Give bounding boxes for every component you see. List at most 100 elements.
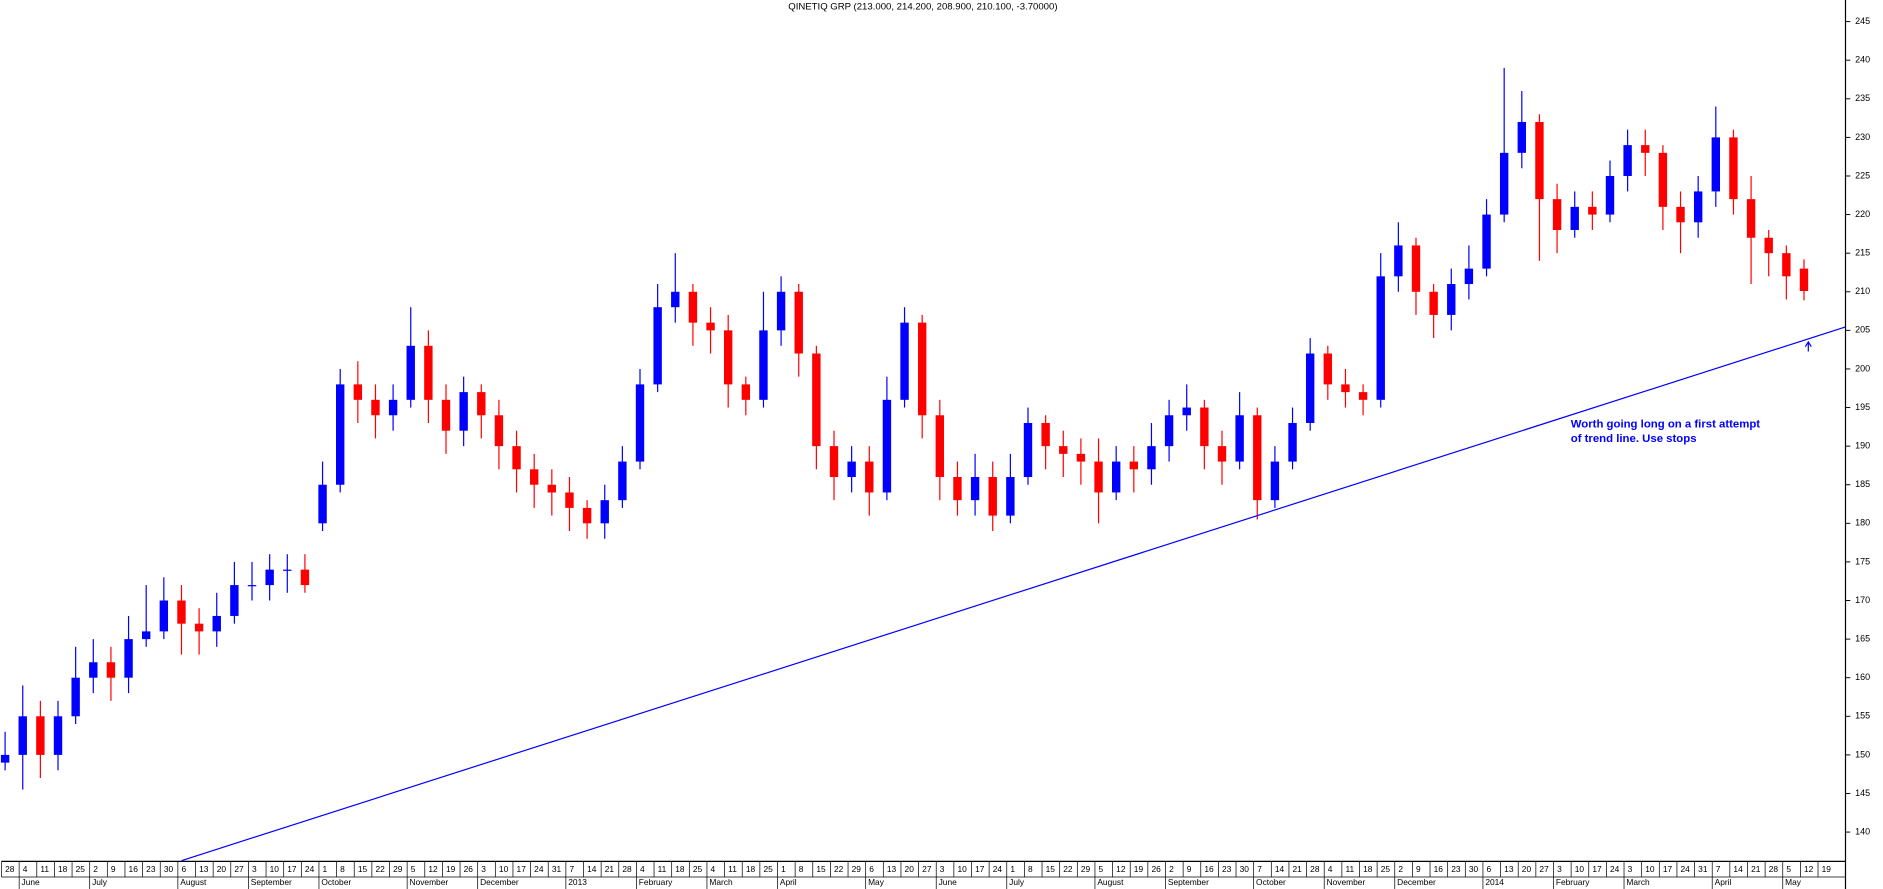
candle-body <box>917 322 927 416</box>
x-tick-label: 28 <box>1769 864 1779 874</box>
candle-body <box>1323 353 1333 385</box>
candle-body <box>1552 199 1562 231</box>
x-tick-label: 3 <box>940 864 945 874</box>
month-label: October <box>1256 877 1286 887</box>
x-tick-label: 4 <box>640 864 645 874</box>
month-label: March <box>709 877 733 887</box>
y-tick-label: 155 <box>1855 711 1870 721</box>
x-tick-label: 26 <box>1151 864 1161 874</box>
candle-body <box>353 384 363 400</box>
candle-body <box>1570 206 1579 231</box>
candle-body <box>1376 276 1385 400</box>
x-tick-label: 1 <box>781 864 786 874</box>
y-tick-label: 240 <box>1855 55 1870 65</box>
x-tick-label: 25 <box>693 864 703 874</box>
x-tick-label: 19 <box>1134 864 1144 874</box>
x-tick-label: 20 <box>905 864 915 874</box>
y-tick-label: 150 <box>1855 749 1870 759</box>
candle-body <box>723 330 733 385</box>
annotation-text: Worth going long on a first attempt <box>1571 419 1761 431</box>
y-tick-label: 185 <box>1855 479 1870 489</box>
x-tick-label: 17 <box>1663 864 1673 874</box>
candle-body <box>847 461 856 478</box>
month-label: September <box>1168 877 1209 887</box>
x-tick-label: 6 <box>1487 864 1492 874</box>
x-tick-label: 14 <box>587 864 597 874</box>
candle-body <box>300 569 310 586</box>
candle-body <box>1623 145 1632 176</box>
month-label: December <box>1397 877 1436 887</box>
candle-body <box>1799 268 1809 291</box>
x-tick-label: 29 <box>852 864 862 874</box>
candle-body <box>1305 353 1315 423</box>
x-tick-label: 6 <box>181 864 186 874</box>
x-tick-label: 22 <box>834 864 844 874</box>
candle-body <box>1094 461 1103 493</box>
x-tick-label: 4 <box>23 864 28 874</box>
x-tick-label: 11 <box>1345 864 1354 874</box>
x-tick-label: 1 <box>1010 864 1015 874</box>
candle-body <box>1447 284 1456 315</box>
month-label: June <box>939 877 958 887</box>
candle-body <box>406 345 415 400</box>
y-tick-label: 200 <box>1855 363 1870 373</box>
candle-body <box>71 677 80 717</box>
month-label: March <box>1626 877 1650 887</box>
y-tick-label: 225 <box>1855 170 1870 180</box>
candle-body <box>477 392 486 416</box>
candle-body <box>547 484 557 493</box>
candle-body <box>424 345 433 400</box>
x-tick-label: 27 <box>1539 864 1549 874</box>
x-tick-label: 30 <box>1469 864 1479 874</box>
candle-body <box>1464 268 1474 285</box>
candle-body <box>53 716 63 755</box>
x-tick-label: 8 <box>799 864 804 874</box>
candle-body <box>706 322 715 331</box>
x-tick-label: 17 <box>517 864 527 874</box>
x-tick-label: 27 <box>922 864 932 874</box>
candle-body <box>1006 477 1015 516</box>
candle-body <box>988 477 997 516</box>
candle-body <box>441 399 451 431</box>
x-tick-label: 2 <box>93 864 98 874</box>
x-tick-label: 29 <box>1081 864 1091 874</box>
x-tick-label: 4 <box>711 864 716 874</box>
x-tick-label: 15 <box>816 864 826 874</box>
candle-body <box>1111 461 1121 493</box>
y-tick-label: 165 <box>1855 633 1870 643</box>
x-tick-label: 16 <box>129 864 139 874</box>
x-tick-label: 3 <box>252 864 257 874</box>
x-tick-label: 24 <box>993 864 1003 874</box>
x-tick-label: 24 <box>534 864 544 874</box>
candle-body <box>812 353 821 447</box>
candle-body <box>1270 461 1280 501</box>
candle-body <box>1182 407 1191 416</box>
month-label: November <box>410 877 449 887</box>
y-tick-label: 140 <box>1855 826 1870 836</box>
candle-body <box>1147 446 1156 470</box>
x-tick-label: 16 <box>1204 864 1214 874</box>
candle-body <box>1129 461 1139 470</box>
x-tick-label: 18 <box>746 864 756 874</box>
candle-body <box>953 477 962 501</box>
candle-body <box>1641 145 1650 153</box>
candle-body <box>1588 206 1597 215</box>
candle-body <box>582 507 592 524</box>
month-label: August <box>1097 877 1124 887</box>
chart-title: QINETIQ GRP (213.000, 214.200, 208.900, … <box>788 2 1057 13</box>
candle-body <box>653 307 662 385</box>
x-tick-label: 13 <box>199 864 209 874</box>
candle-body <box>1517 121 1527 153</box>
candle-body <box>529 469 539 485</box>
y-tick-label: 210 <box>1855 286 1870 296</box>
y-tick-label: 245 <box>1855 16 1870 26</box>
x-tick-label: 18 <box>58 864 68 874</box>
candle-body <box>106 662 116 678</box>
y-tick-label: 235 <box>1855 93 1870 103</box>
x-tick-label: 30 <box>164 864 174 874</box>
candle-body <box>459 392 468 431</box>
candle-body <box>794 291 803 354</box>
x-tick-label: 5 <box>1099 864 1104 874</box>
x-tick-label: 5 <box>1786 864 1791 874</box>
candle-body <box>1041 422 1050 447</box>
